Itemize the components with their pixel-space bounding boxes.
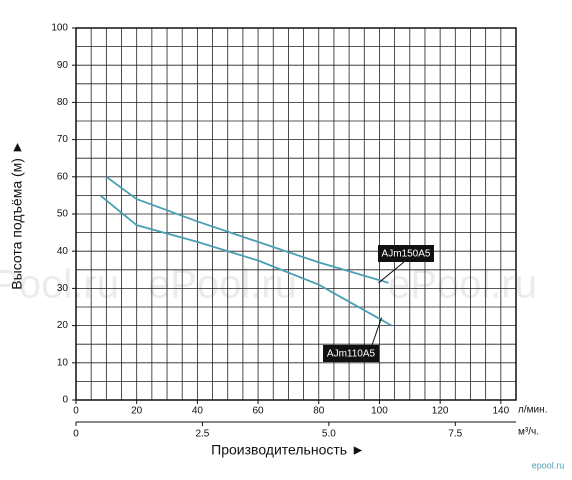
legend-label: AJm110A5 xyxy=(327,349,376,360)
x2-tick-label: 7.5 xyxy=(448,429,462,440)
y-tick-label: 0 xyxy=(62,395,68,406)
x-tick-label: 100 xyxy=(371,406,388,417)
x-unit: л/мин. xyxy=(518,405,547,416)
y-tick-label: 100 xyxy=(51,23,68,34)
series-line xyxy=(105,176,389,284)
x-tick-label: 140 xyxy=(492,406,509,417)
leader-line xyxy=(371,317,383,346)
x2-tick-label: 0 xyxy=(73,429,79,440)
logo: epool.ru xyxy=(532,460,565,470)
y-tick-label: 80 xyxy=(57,97,69,108)
label-box xyxy=(323,345,379,362)
y-tick-label: 70 xyxy=(57,134,69,145)
x-tick-label: 0 xyxy=(73,406,79,417)
series-line xyxy=(99,194,393,327)
watermark: ePool.ru xyxy=(388,263,537,307)
leader-line xyxy=(378,261,405,284)
x-tick-label: 120 xyxy=(432,406,449,417)
watermark: ePool.ru xyxy=(148,263,297,307)
x2-tick-label: 5.0 xyxy=(322,429,336,440)
x-tick-label: 60 xyxy=(253,406,265,417)
y-tick-label: 30 xyxy=(57,283,69,294)
x-axis-title: Производительность ► xyxy=(211,442,365,458)
y-tick-label: 60 xyxy=(57,171,69,182)
y-tick-label: 20 xyxy=(57,320,69,331)
x2-tick-label: 2.5 xyxy=(195,429,209,440)
x-tick-label: 40 xyxy=(192,406,204,417)
x-tick-label: 80 xyxy=(313,406,325,417)
y-axis-title: Высота подъёма (м) ► xyxy=(9,140,25,289)
y-tick-label: 10 xyxy=(57,357,69,368)
y-tick-label: 90 xyxy=(57,60,69,71)
x2-unit: м³/ч. xyxy=(518,427,539,438)
legend-label: AJm150A5 xyxy=(382,249,431,260)
x-tick-label: 20 xyxy=(131,406,143,417)
label-box xyxy=(378,245,434,262)
y-tick-label: 40 xyxy=(57,246,69,257)
y-tick-label: 50 xyxy=(57,209,69,220)
